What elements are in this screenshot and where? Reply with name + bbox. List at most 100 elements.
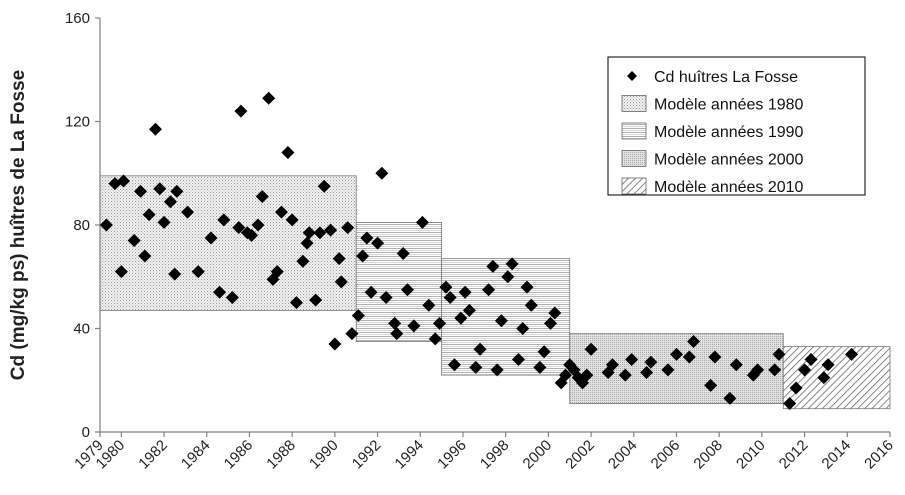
x-tick-label: 2010 (733, 437, 769, 473)
legend-swatch-4 (621, 177, 647, 195)
x-tick-label: 1992 (349, 437, 385, 473)
data-point (516, 322, 530, 335)
data-point (511, 353, 525, 367)
x-tick-label: 1984 (178, 437, 214, 473)
data-point (789, 381, 803, 395)
y-tick-label: 40 (73, 321, 90, 338)
data-point (494, 314, 508, 328)
data-point (454, 311, 468, 325)
data-point (407, 319, 421, 333)
data-point (181, 205, 195, 219)
data-point (251, 218, 265, 232)
data-point (341, 221, 355, 235)
x-tick-label: 2000 (520, 437, 556, 473)
data-point (605, 358, 619, 372)
data-point (520, 280, 534, 294)
y-tick-label: 120 (65, 114, 90, 131)
data-point (661, 363, 675, 377)
data-point (804, 353, 818, 367)
data-points (99, 91, 859, 411)
data-point (289, 296, 303, 310)
data-point (584, 342, 598, 356)
data-point (772, 347, 786, 361)
data-point (157, 215, 171, 229)
data-point (687, 334, 701, 348)
y-tick-label: 0 (82, 424, 90, 441)
x-tick-label: 1988 (263, 437, 299, 473)
data-point (99, 218, 113, 232)
data-point (328, 337, 342, 351)
x-tick-label: 2012 (776, 437, 812, 473)
data-point (388, 316, 402, 330)
data-point (390, 327, 404, 341)
legend-box (607, 56, 866, 196)
data-point (138, 249, 152, 263)
data-point (225, 290, 239, 304)
x-tick-label: 2004 (605, 437, 641, 473)
data-point (270, 265, 284, 279)
data-point (116, 174, 130, 188)
data-point (245, 228, 259, 242)
data-point (704, 378, 718, 392)
data-point (296, 254, 310, 268)
y-ticks: 0 40 80 120 160 (65, 10, 100, 441)
data-point (163, 195, 177, 209)
data-point (313, 226, 327, 240)
data-point (768, 363, 782, 377)
legend-swatch-2 (621, 122, 647, 140)
data-point (558, 368, 572, 382)
data-point (142, 208, 156, 222)
data-point (351, 309, 365, 323)
data-point (400, 283, 414, 297)
model-band-0 (99, 175, 357, 311)
legend-label-4: Modèle années 2010 (654, 179, 804, 196)
model-bands (99, 175, 891, 410)
data-point (317, 179, 331, 193)
model-band-3 (782, 346, 891, 410)
data-point (533, 360, 547, 374)
data-point (153, 182, 167, 196)
data-point (324, 223, 338, 237)
data-point (462, 303, 476, 317)
data-point (332, 252, 346, 266)
data-point (729, 358, 743, 372)
x-tick-label: 2016 (861, 437, 897, 473)
legend-swatch-3 (621, 150, 647, 167)
data-point (360, 231, 374, 245)
data-point (458, 285, 472, 299)
legend-label-0: Cd huîtres La Fosse (654, 69, 798, 86)
data-point (783, 397, 797, 411)
data-point (234, 104, 248, 118)
data-point (375, 166, 389, 180)
data-point (170, 184, 184, 198)
data-point (334, 275, 348, 289)
data-point (817, 371, 831, 385)
data-point (473, 342, 487, 356)
data-point (274, 205, 288, 219)
data-point (302, 226, 316, 240)
data-point (262, 91, 276, 105)
y-tick-label: 80 (73, 217, 90, 234)
data-point (486, 259, 500, 273)
data-point (537, 345, 551, 359)
x-tick-label: 2014 (819, 437, 855, 473)
data-point (127, 234, 141, 248)
data-point (356, 249, 370, 263)
x-tick-label: 2006 (648, 437, 684, 473)
data-point (285, 213, 299, 227)
legend-label-1: Modèle années 1980 (654, 97, 804, 114)
data-point (798, 363, 812, 377)
x-tick-label: 2002 (562, 437, 598, 473)
data-point (300, 236, 314, 250)
x-tick-label: 1994 (391, 437, 427, 473)
data-point (723, 391, 737, 405)
data-point (379, 290, 393, 304)
data-point (217, 213, 231, 227)
data-point (255, 190, 269, 204)
x-tick-label: 1996 (434, 437, 470, 473)
data-point (548, 306, 562, 320)
data-point (501, 270, 515, 284)
x-tick-label: 1986 (221, 437, 257, 473)
data-point (447, 358, 461, 372)
